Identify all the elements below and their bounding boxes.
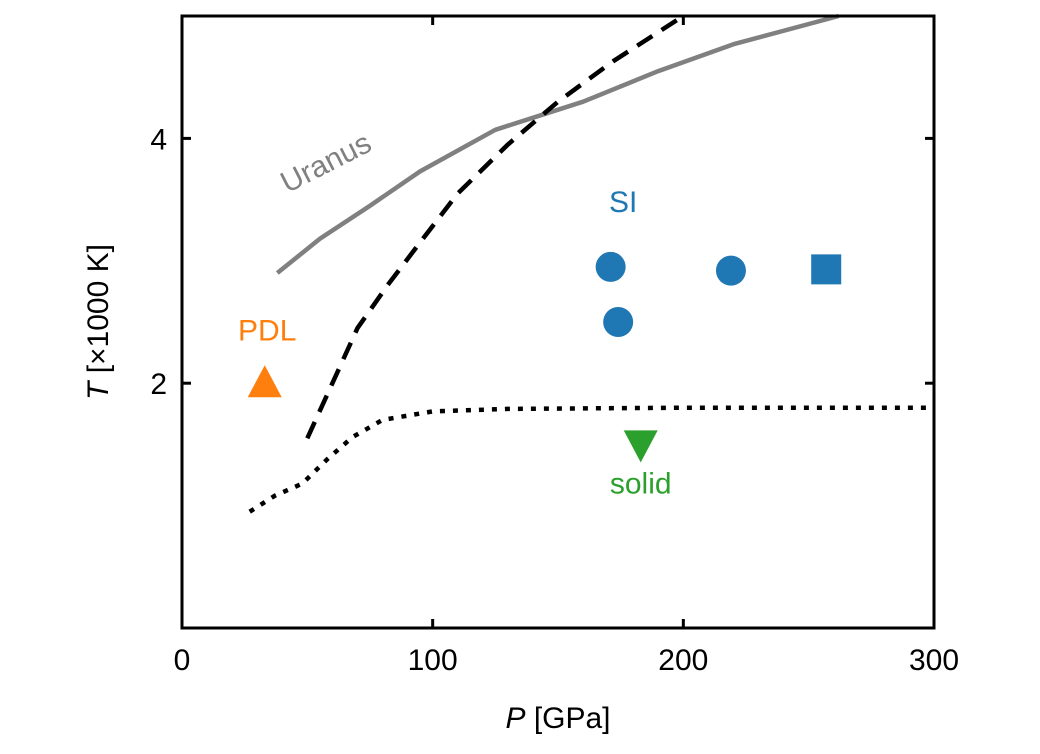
x-tick-label-3: 300 [909, 644, 959, 677]
pdl-triangle-up-marker-0 [247, 365, 282, 398]
plot-frame [180, 14, 936, 630]
solid-triangle-down-marker-0 [623, 430, 658, 463]
solid-label: solid [610, 467, 672, 500]
lines-layer [248, 13, 934, 514]
y-tick-label-0: 2 [150, 368, 167, 401]
x-axis-title-var: P [505, 702, 525, 735]
y-axis-title-unit: [×1000 K] [82, 244, 115, 382]
ticks-layer: 0 100 200 300 2 4 [150, 16, 959, 677]
y-tick-label-1: 4 [150, 123, 167, 156]
y-axis-title-var: T [82, 379, 115, 400]
si-square-marker-0 [811, 254, 842, 285]
y-axis-title: T [×1000 K] [82, 244, 115, 400]
melting-line [305, 14, 685, 440]
x-tick-label-2: 200 [658, 644, 708, 677]
markers-layer [247, 251, 842, 463]
x-tick-label-0: 0 [174, 644, 191, 677]
x-axis-title: P [GPa] [505, 702, 610, 735]
si-circle-marker-0 [595, 251, 626, 282]
x-tick-label-1: 100 [408, 644, 458, 677]
uranus-line [275, 13, 840, 275]
uranus-label: Uranus [275, 126, 376, 199]
pdl-label: PDL [238, 314, 296, 347]
x-axis-title-unit: [GPa] [525, 702, 610, 735]
superionic-boundary-line [248, 405, 934, 514]
si-circle-marker-1 [603, 307, 634, 337]
si-label: SI [609, 186, 637, 219]
si-circle-marker-2 [715, 255, 746, 286]
